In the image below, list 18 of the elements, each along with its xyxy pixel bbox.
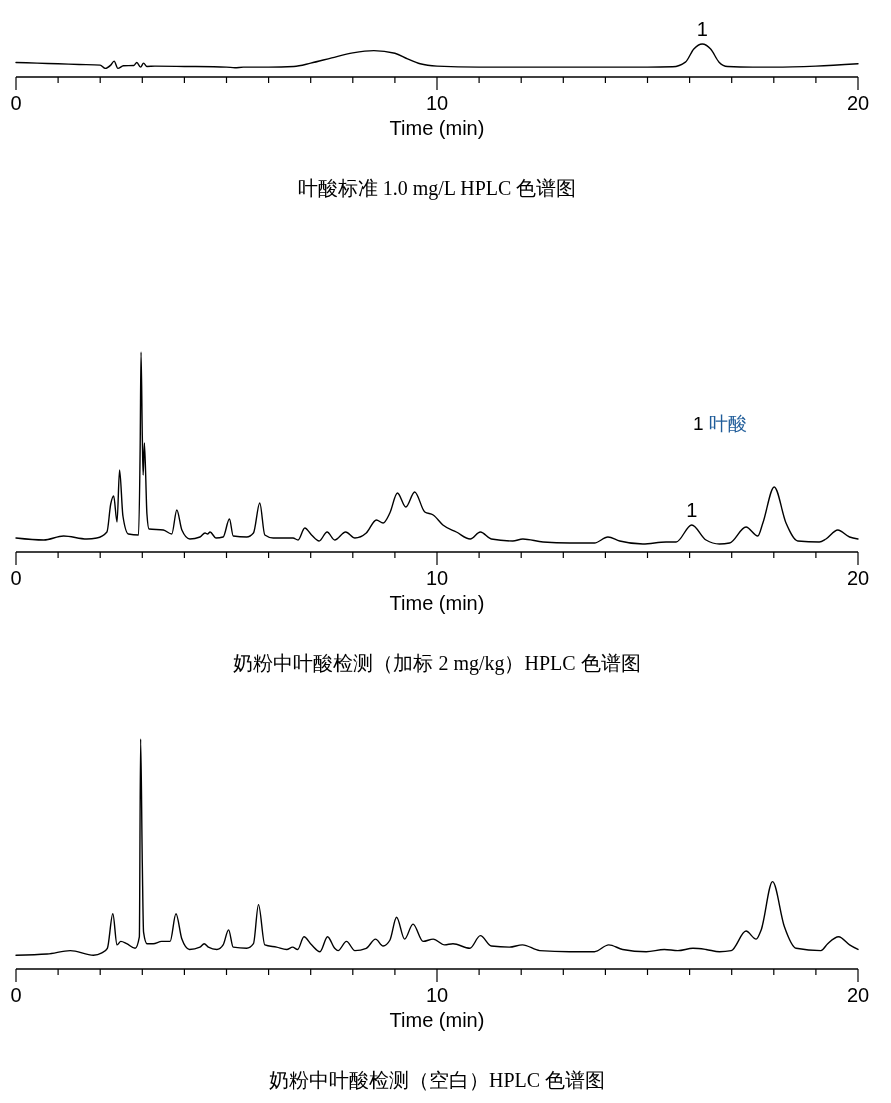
x-tick-label: 0	[10, 984, 22, 1006]
x-axis-title: Time (min)	[389, 592, 485, 614]
x-tick-label: 20	[846, 984, 870, 1006]
text: 叶酸标准 1.0 mg/L HPLC 色谱图	[297, 177, 577, 200]
x-tick-label: 0	[10, 92, 22, 114]
text: 奶粉中叶酸检测（空白）HPLC 色谱图	[268, 1069, 606, 1091]
x-tick-label: 20	[846, 567, 870, 589]
x-tick-label: 10	[425, 567, 449, 589]
x-tick-label: 10	[425, 984, 449, 1006]
annotation: 1	[696, 18, 708, 40]
annotation: 1 叶酸	[692, 413, 747, 434]
x-axis-title: Time (min)	[389, 1009, 485, 1031]
annotation: 1	[686, 499, 698, 521]
x-tick-label: 0	[10, 567, 22, 589]
x-axis-title: Time (min)	[389, 117, 485, 139]
x-tick-label: 20	[846, 92, 870, 114]
x-tick-label: 10	[425, 92, 449, 114]
text: 奶粉中叶酸检测（加标 2 mg/kg）HPLC 色谱图	[233, 652, 641, 675]
